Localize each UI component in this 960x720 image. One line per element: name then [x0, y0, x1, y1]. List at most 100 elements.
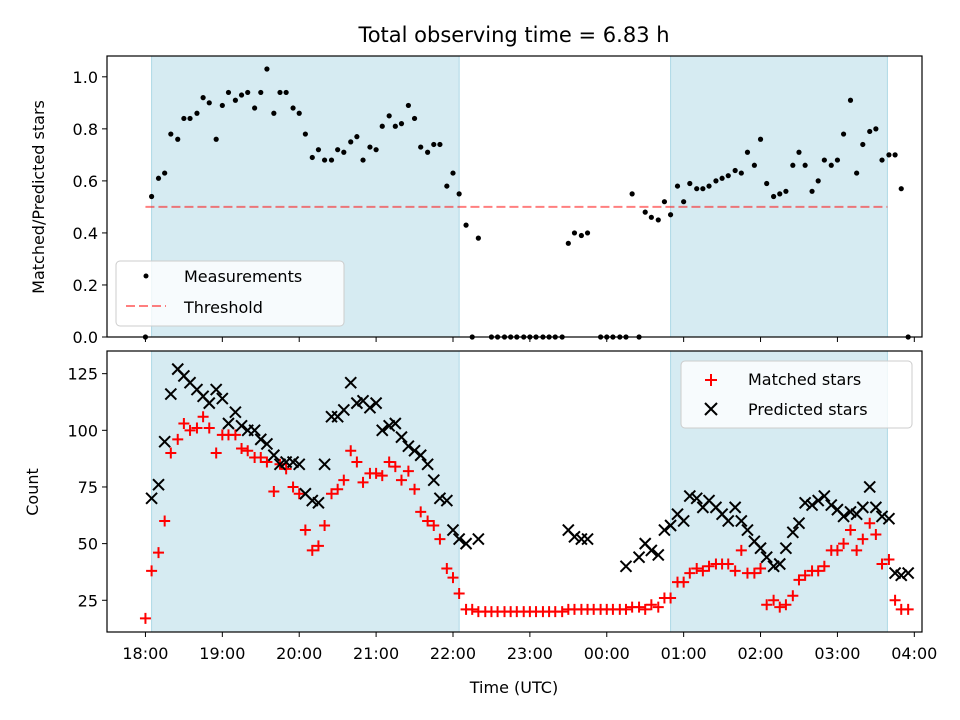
measurement-point	[681, 199, 687, 205]
measurement-point	[898, 186, 904, 192]
x-tick-label: 02:00	[737, 644, 783, 663]
measurement-point	[335, 147, 341, 153]
measurement-point	[450, 170, 456, 176]
predicted-star-point	[690, 492, 703, 505]
measurement-point	[425, 149, 431, 155]
predicted-star-point	[363, 401, 377, 414]
matched-star-point	[857, 533, 869, 545]
predicted-star-point	[440, 494, 454, 507]
predicted-star-point	[863, 480, 876, 494]
measurement-point	[155, 175, 162, 181]
predicted-star-point	[376, 424, 389, 437]
predicted-star-point	[837, 510, 850, 523]
measurement-point	[206, 100, 212, 106]
predicted-star-point	[818, 489, 831, 503]
observing-interval-shade	[670, 55, 888, 338]
measurement-point	[783, 188, 789, 194]
predicted-star-point	[164, 387, 178, 401]
bottom-axis-ticks: 18:00 19:00 20:00 21:00 22:00 23:00 00:00 01:00…	[67, 365, 937, 663]
predicted-star-point	[798, 496, 812, 510]
measurement-point	[847, 97, 854, 103]
matched-star-point	[876, 558, 888, 570]
measurement-point	[713, 178, 719, 184]
predicted-star-point	[344, 376, 357, 389]
measurement-point	[802, 162, 808, 168]
matched-star-point	[428, 519, 440, 531]
measurement-point	[744, 149, 751, 155]
measurement-point	[360, 157, 366, 163]
bottom-y-tick-label: 75	[78, 478, 98, 497]
bottom-y-tick-label: 100	[67, 421, 98, 440]
measurement-point	[277, 89, 283, 96]
predicted-star-point	[254, 433, 267, 446]
matched-star-point	[338, 474, 350, 486]
matched-star-point	[139, 612, 151, 624]
predicted-star-point	[421, 458, 434, 471]
matched-star-point	[203, 422, 215, 434]
measurement-point	[828, 162, 834, 168]
top-y-tick-label: 1.0	[73, 68, 98, 87]
matched-star-point	[165, 447, 177, 459]
predicted-star-point	[581, 532, 594, 546]
matched-star-point	[645, 599, 657, 611]
top-axis-ticks: 0.0 0.2 0.4 0.6 0.8 1.0	[73, 68, 915, 347]
matched-star-point	[409, 483, 421, 495]
predicted-star-point	[216, 392, 229, 405]
measurement-point	[757, 136, 764, 142]
predicted-star-point	[773, 557, 786, 571]
measurement-point	[456, 191, 462, 197]
predicted-star-point	[735, 514, 748, 528]
matched-star-point	[466, 603, 478, 615]
matched-star-point	[818, 560, 830, 572]
predicted-star-point	[869, 501, 883, 514]
x-tick-label: 22:00	[430, 644, 476, 663]
matched-star-point	[761, 599, 773, 611]
measurement-point	[168, 131, 174, 137]
matched-star-point	[395, 474, 407, 486]
x-tick-label: 21:00	[353, 644, 399, 663]
measurement-point	[328, 157, 335, 163]
matched-star-point	[793, 574, 805, 586]
matched-star-point	[639, 603, 651, 615]
measurement-point	[821, 157, 827, 163]
predicted-star-point	[209, 383, 223, 396]
measurement-point	[379, 123, 385, 129]
predicted-star-point	[229, 405, 242, 419]
matched-star-point	[768, 594, 780, 606]
measurement-point	[886, 152, 892, 158]
measurement-point	[181, 115, 187, 122]
matched-star-point	[665, 592, 677, 604]
x-tick-label: 18:00	[122, 644, 168, 663]
matched-star-point	[831, 544, 843, 556]
bottom-y-axis-label: Count	[23, 468, 42, 516]
predicted-star-point	[427, 473, 440, 487]
x-axis-label: Time (UTC)	[469, 678, 558, 697]
top-y-tick-label: 0.4	[73, 224, 98, 243]
predicted-star-point	[260, 437, 274, 451]
predicted-star-point	[459, 537, 473, 550]
predicted-star-point	[683, 489, 697, 503]
bottom-axes-frame	[106, 350, 923, 633]
predicted-star-point	[293, 458, 306, 471]
measurement-point	[200, 95, 206, 101]
predicted-star-point	[267, 449, 281, 462]
predicted-star-point	[728, 501, 742, 514]
measurement-point	[341, 149, 347, 155]
predicted-star-point	[901, 566, 915, 580]
measurement-point	[321, 157, 328, 163]
measurement-point	[648, 214, 654, 220]
predicted-star-point	[152, 478, 165, 491]
predicted-star-point	[632, 551, 646, 564]
predicted-star-point	[446, 523, 460, 537]
x-tick-label: 23:00	[507, 644, 553, 663]
matched-star-point	[280, 463, 292, 475]
legend-measurements-label: Measurements	[184, 267, 302, 286]
predicted-star-point	[203, 396, 216, 410]
matched-star-point	[153, 547, 165, 559]
measurement-point	[867, 128, 873, 135]
matched-star-point	[851, 544, 863, 556]
measurement-point	[271, 110, 277, 116]
predicted-star-point	[754, 541, 767, 555]
matched-star-point	[844, 524, 856, 536]
matched-star-point	[678, 576, 690, 588]
